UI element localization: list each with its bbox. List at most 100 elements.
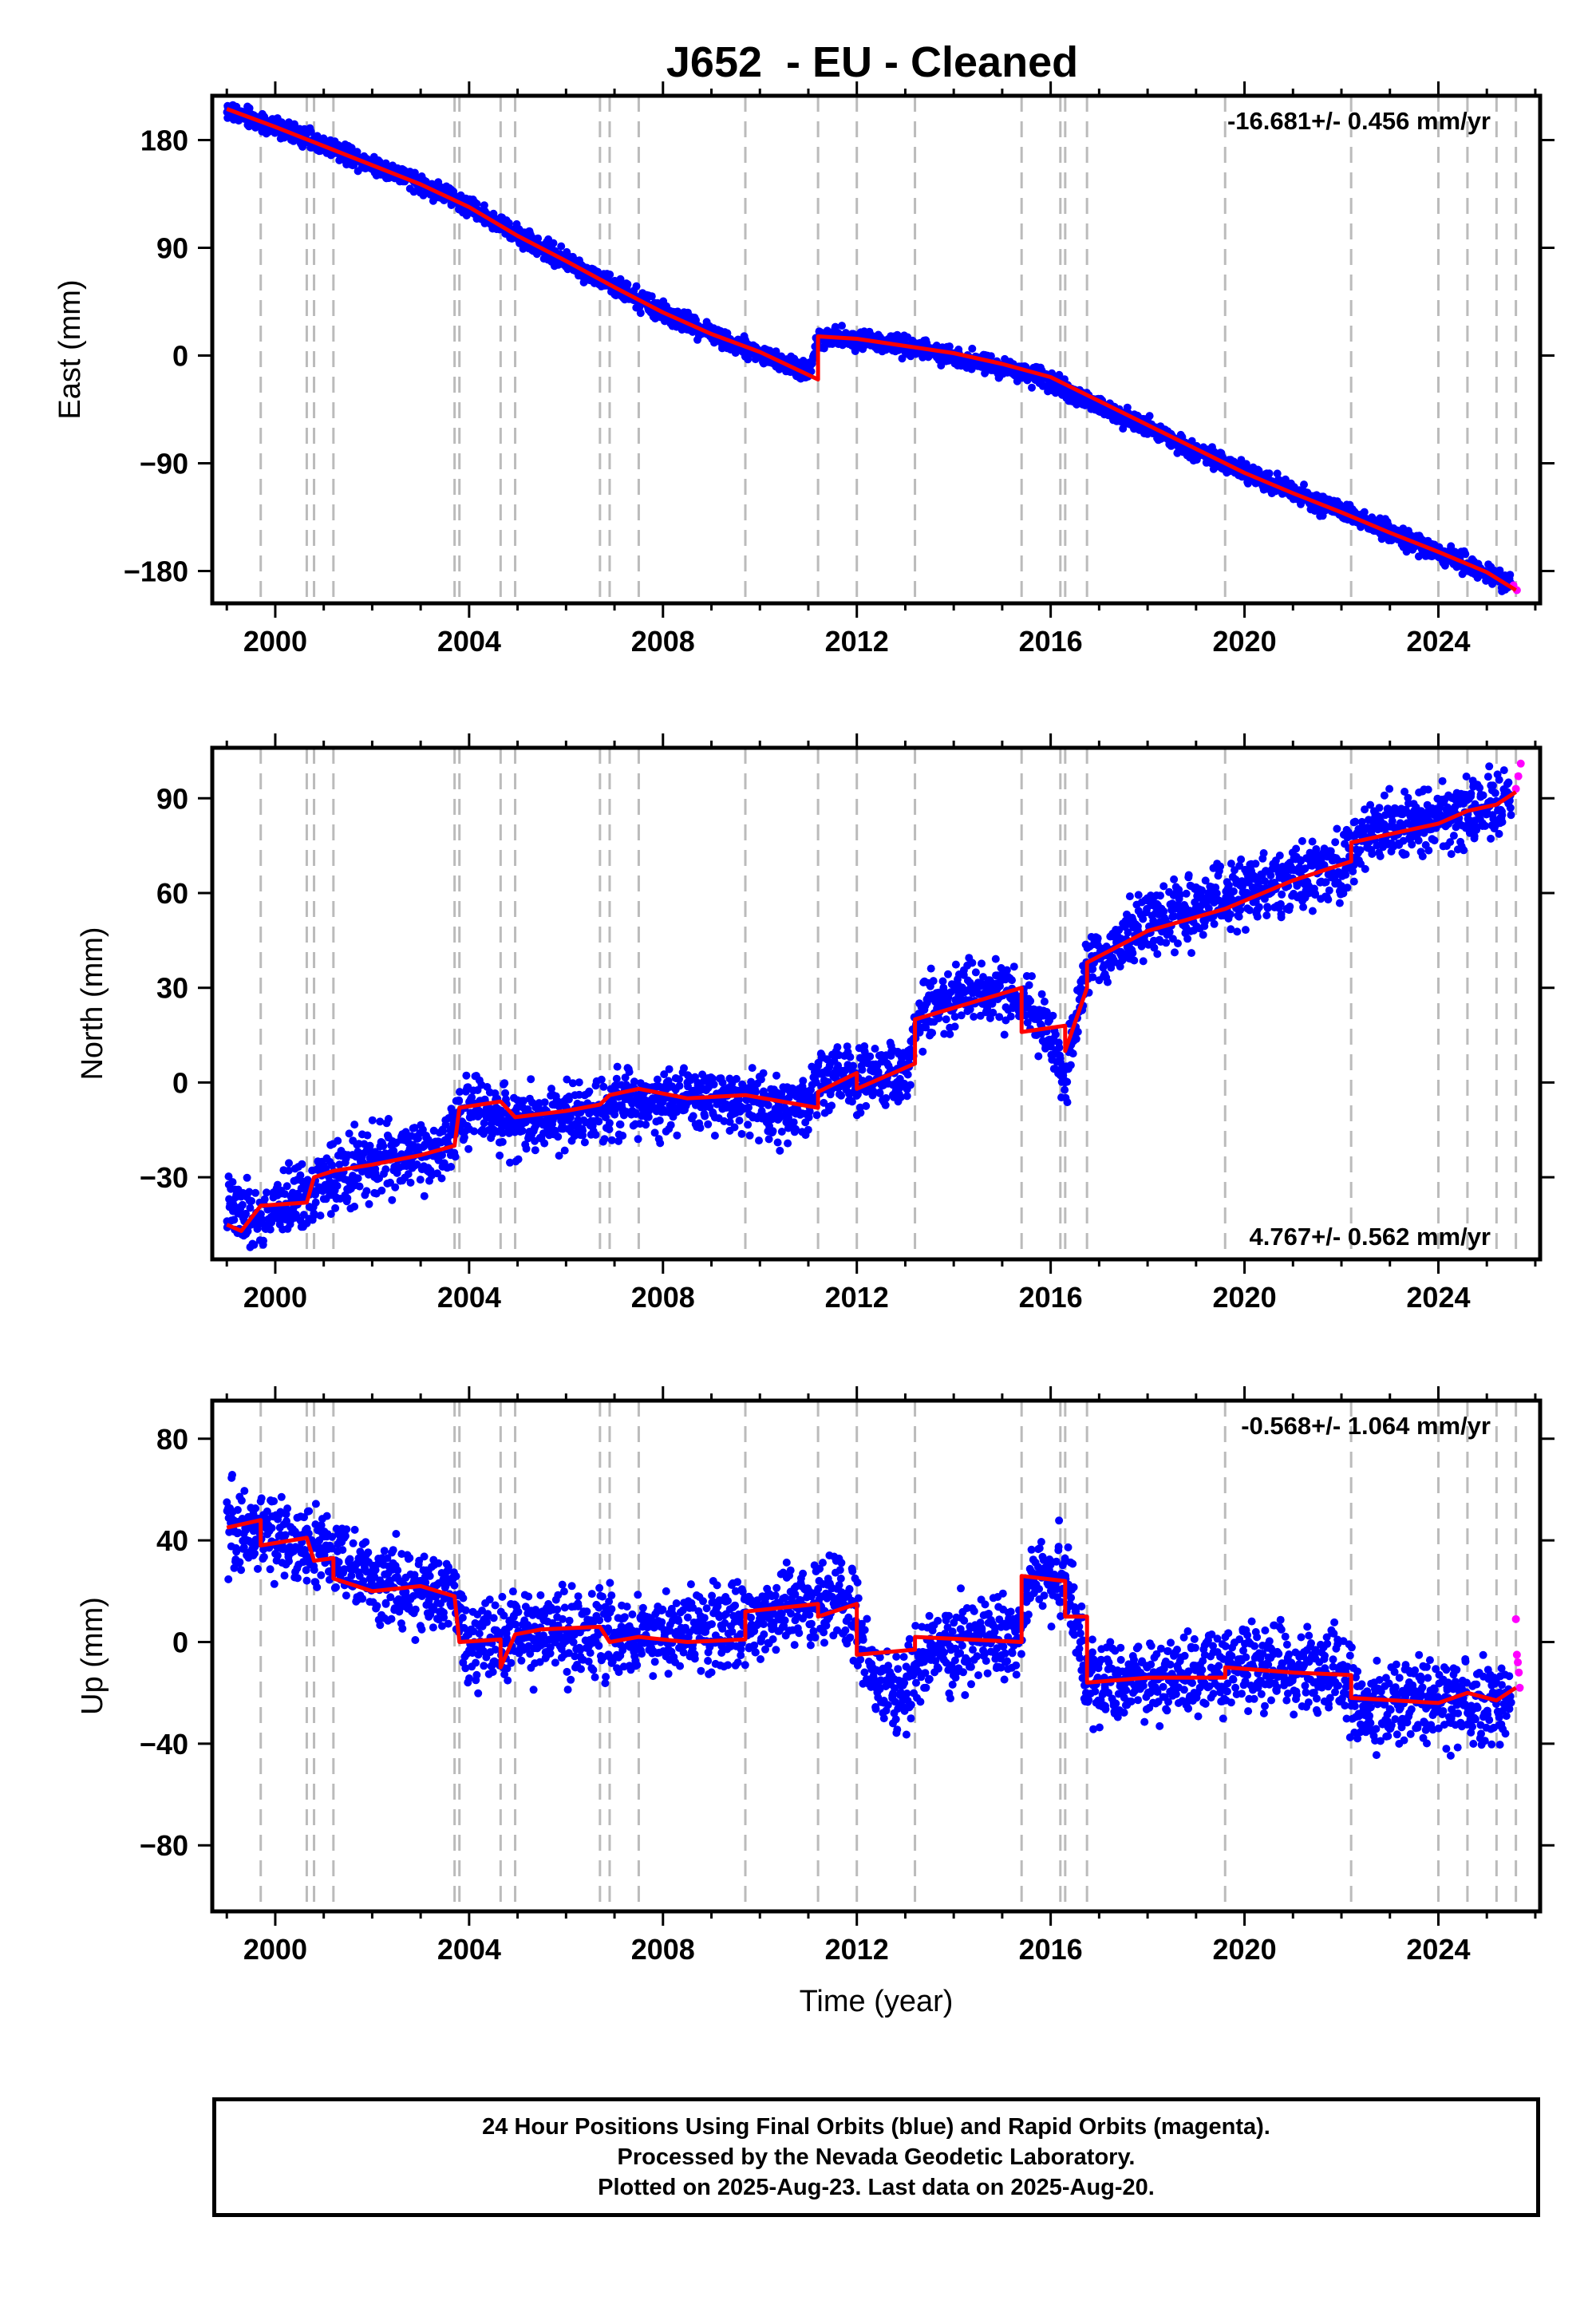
final-orbit-point	[704, 1120, 713, 1128]
rate-label: -16.681+/- 0.456 mm/yr	[1227, 107, 1491, 135]
final-orbit-point	[1139, 915, 1148, 923]
final-orbit-point	[738, 1080, 747, 1089]
plot-frame	[210, 93, 1543, 606]
final-orbit-point	[228, 1178, 237, 1187]
final-orbit-point	[1000, 1030, 1009, 1039]
final-orbit-point	[404, 1170, 413, 1179]
final-orbit-point	[1300, 480, 1308, 489]
final-orbit-point	[498, 1123, 507, 1131]
final-orbit-point	[777, 1128, 786, 1136]
final-orbit-point	[1299, 903, 1308, 911]
final-orbit-point	[282, 1182, 291, 1191]
north-panel: 2000 2004 2008 2012 2016 2020 2024−300306090No…	[76, 733, 1555, 1314]
final-orbit-point	[689, 1112, 697, 1120]
final-orbit-point	[737, 1129, 746, 1138]
final-orbit-point	[564, 1095, 573, 1104]
final-orbit-point	[1251, 860, 1260, 868]
x-tick-label: 2024	[1406, 625, 1470, 658]
final-orbit-point	[419, 191, 428, 200]
final-orbit-point	[642, 1120, 650, 1129]
final-orbit-point	[238, 1200, 247, 1209]
final-orbit-point	[1159, 882, 1168, 891]
final-orbit-point	[906, 1081, 915, 1089]
final-orbit-point	[579, 1126, 587, 1135]
final-orbit-point	[501, 1089, 510, 1097]
final-orbit-point	[379, 1142, 388, 1150]
final-orbit-point	[1023, 1018, 1032, 1027]
final-orbit-point	[1229, 887, 1238, 895]
final-orbit-point	[377, 1186, 386, 1195]
final-orbit-point	[866, 1052, 875, 1061]
final-orbit-point	[1040, 998, 1049, 1006]
final-orbit-point	[614, 1136, 623, 1145]
x-tick-label: 2000	[243, 625, 307, 658]
final-orbit-point	[1028, 972, 1036, 981]
final-orbit-point	[929, 977, 938, 986]
final-orbit-point	[653, 1075, 662, 1084]
final-orbit-point	[1187, 949, 1195, 958]
final-orbit-point	[504, 219, 513, 227]
final-orbit-point	[540, 1139, 549, 1148]
final-orbit-point	[1073, 1027, 1082, 1036]
final-orbit-point	[438, 1151, 446, 1160]
final-orbit-point	[776, 1146, 784, 1155]
final-orbit-point	[350, 1202, 359, 1211]
final-orbit-point	[284, 1166, 293, 1175]
final-orbit-point	[1128, 949, 1137, 958]
final-orbit-point	[665, 1065, 674, 1073]
final-orbit-point	[871, 1045, 879, 1053]
final-orbit-point	[600, 1135, 609, 1144]
final-orbit-point	[451, 1152, 460, 1161]
final-orbit-point	[1124, 928, 1132, 937]
final-orbit-point	[1333, 824, 1341, 833]
final-orbit-point	[1198, 886, 1207, 895]
final-orbit-point	[828, 1101, 836, 1110]
final-orbit-point	[680, 1064, 688, 1073]
final-orbit-point	[812, 1111, 821, 1120]
final-orbit-point	[986, 352, 995, 361]
final-orbit-point	[455, 1096, 464, 1105]
final-orbit-point	[942, 1015, 950, 1024]
final-orbit-point	[1006, 1012, 1015, 1021]
final-orbit-point	[875, 1088, 884, 1097]
final-orbit-point	[903, 1092, 911, 1101]
final-orbit-point	[625, 1068, 634, 1077]
final-orbit-point	[266, 1225, 275, 1234]
final-orbit-point	[1275, 852, 1284, 860]
final-orbit-point	[636, 309, 645, 318]
final-orbit-point	[926, 964, 935, 973]
final-orbit-point	[406, 1178, 415, 1187]
east-panel: 2000 2004 2008 2012 2016 2020 2024−180−9009018…	[53, 81, 1555, 658]
final-orbit-point	[647, 292, 656, 301]
final-orbit-point	[744, 1120, 753, 1129]
final-orbit-point	[1051, 1030, 1060, 1039]
final-orbit-point	[833, 1043, 842, 1052]
final-orbit-point	[487, 1119, 496, 1128]
final-orbit-point	[230, 1215, 239, 1224]
final-orbit-point	[224, 1172, 233, 1181]
final-orbit-point	[744, 355, 753, 364]
final-orbit-point	[951, 960, 960, 969]
final-orbit-point	[557, 242, 566, 251]
data-points	[223, 101, 1521, 595]
final-orbit-point	[618, 1132, 627, 1140]
final-orbit-point	[837, 1091, 846, 1100]
final-orbit-point	[650, 1128, 659, 1137]
final-orbit-point	[410, 1124, 419, 1132]
final-orbit-point	[675, 1075, 683, 1084]
final-orbit-point	[462, 1071, 471, 1080]
final-orbit-point	[1171, 948, 1179, 957]
final-orbit-point	[696, 1124, 705, 1132]
final-orbit-point	[1263, 903, 1272, 912]
final-orbit-point	[1324, 895, 1333, 904]
final-orbit-point	[881, 1101, 890, 1109]
y-axis-label: East (mm)	[53, 279, 87, 419]
final-orbit-point	[1461, 550, 1470, 559]
final-orbit-point	[1246, 906, 1254, 915]
final-orbit-point	[1153, 950, 1162, 958]
final-orbit-point	[755, 1136, 763, 1145]
final-orbit-point	[1276, 899, 1285, 908]
final-orbit-point	[416, 1176, 425, 1184]
final-orbit-point	[334, 1136, 342, 1145]
final-orbit-point	[858, 1065, 867, 1074]
